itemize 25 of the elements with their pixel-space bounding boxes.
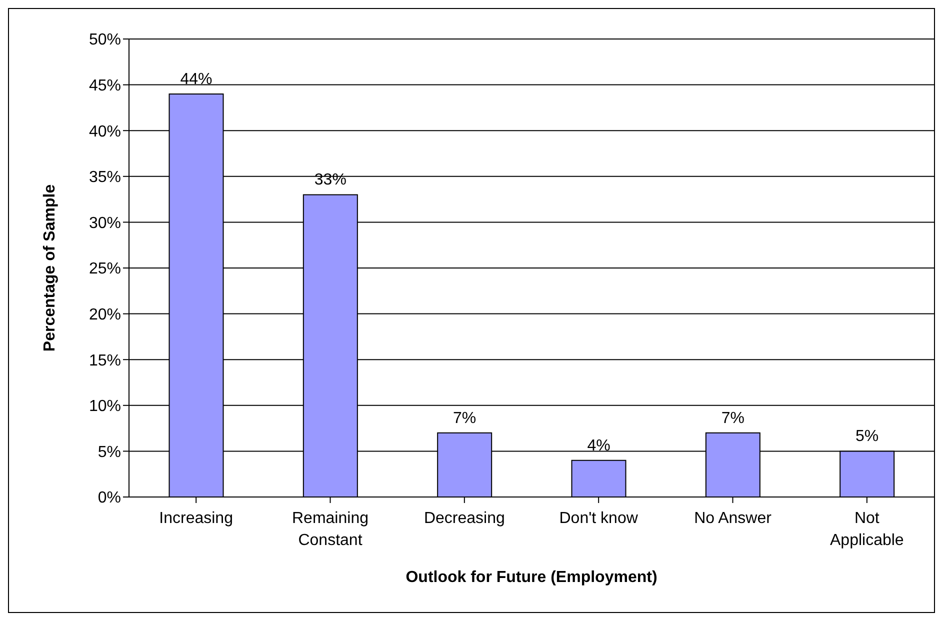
x-tick-label: Decreasing [424,510,505,527]
data-label: 44% [180,70,212,88]
data-label: 7% [453,410,476,427]
y-tick-label: 30% [88,214,121,232]
y-tick-label: 20% [88,306,121,324]
y-tick-label: 10% [88,398,121,416]
x-tick-label: Remaining Constant [292,510,368,549]
data-label: 4% [587,437,610,454]
y-tick-label: 25% [88,260,121,278]
y-tick-label: 50% [88,32,121,49]
x-tick-label: Don't know [559,510,638,527]
x-tick-label: Not Applicable [830,510,904,549]
x-tick-label: Increasing [159,510,233,527]
x-tick-label: No Answer [694,510,772,527]
data-label: 33% [314,172,346,189]
y-tick-label: 0% [98,490,121,507]
y-axis-title: Percentage of Sample [42,184,59,352]
y-tick-label: 15% [88,352,121,370]
y-tick-label: 5% [98,444,121,461]
data-label: 7% [721,410,744,427]
data-label: 5% [856,428,879,446]
y-tick-label: 35% [88,169,121,186]
y-tick-label: 40% [88,123,121,140]
y-tick-label: 45% [88,77,121,94]
x-axis-title: Outlook for Future (Employment) [406,569,658,586]
